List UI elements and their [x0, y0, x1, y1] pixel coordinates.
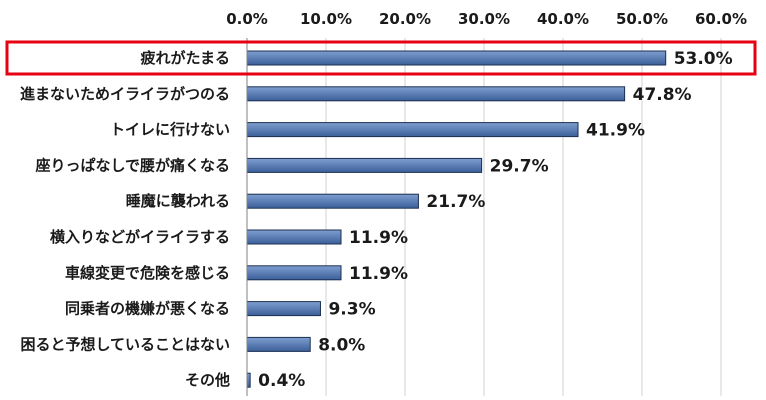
bar: [246, 86, 626, 102]
bar: [246, 193, 419, 209]
data-label: 9.3%: [328, 300, 375, 320]
bar: [246, 301, 321, 317]
x-tick-label: 30.0%: [458, 10, 510, 28]
x-tick-label: 40.0%: [537, 10, 589, 28]
bar: [246, 229, 342, 245]
data-label: 41.9%: [586, 121, 645, 141]
bars: [246, 50, 667, 388]
data-label: 8.0%: [318, 335, 365, 355]
x-tick-label: 0.0%: [226, 10, 268, 28]
category-labels: 疲れがたまる進まないためイライラがつのるトイレに行けない座りっぱなしで腰が痛くな…: [20, 49, 230, 389]
bar: [246, 336, 311, 352]
category-label: 睡魔に襲われる: [126, 192, 230, 210]
x-tick-label: 60.0%: [695, 10, 747, 28]
bar: [246, 265, 342, 281]
x-tick-label: 10.0%: [300, 10, 352, 28]
category-label: その他: [185, 371, 230, 389]
highlight-box: [5, 40, 757, 76]
category-label: トイレに行けない: [110, 121, 230, 139]
data-label: 21.7%: [426, 192, 485, 212]
category-label: 進まないためイライラがつのる: [20, 85, 230, 103]
bar: [246, 122, 579, 138]
category-label: 横入りなどがイライラする: [50, 228, 230, 246]
category-label: 疲れがたまる: [140, 49, 230, 67]
data-label: 11.9%: [349, 264, 408, 284]
category-label: 同乗者の機嫌が悪くなる: [65, 300, 230, 318]
highlight-frame: [5, 40, 757, 76]
data-label: 11.9%: [349, 228, 408, 248]
data-label: 47.8%: [633, 85, 692, 105]
data-labels: 53.0% 47.8% 41.9% 29.7%21.7% 11.9% 11.9% 9.3% 8…: [258, 49, 733, 391]
category-label: 座りっぱなしで腰が痛くなる: [34, 156, 230, 174]
x-axis-ticks: 0.0% 10.0% 20.0% 30.0% 40.0% 50.0% 60.0%: [226, 10, 747, 28]
data-label: 53.0%: [674, 49, 733, 69]
category-label: 困ると予想していることはない: [20, 335, 230, 353]
bar: [246, 157, 483, 173]
x-tick-label: 50.0%: [616, 10, 668, 28]
category-label: 車線変更で危険を感じる: [65, 264, 230, 282]
data-label: 29.7%: [490, 156, 549, 176]
bar: [246, 50, 667, 66]
data-label: 0.4%: [258, 371, 305, 391]
x-tick-label: 20.0%: [379, 10, 431, 28]
